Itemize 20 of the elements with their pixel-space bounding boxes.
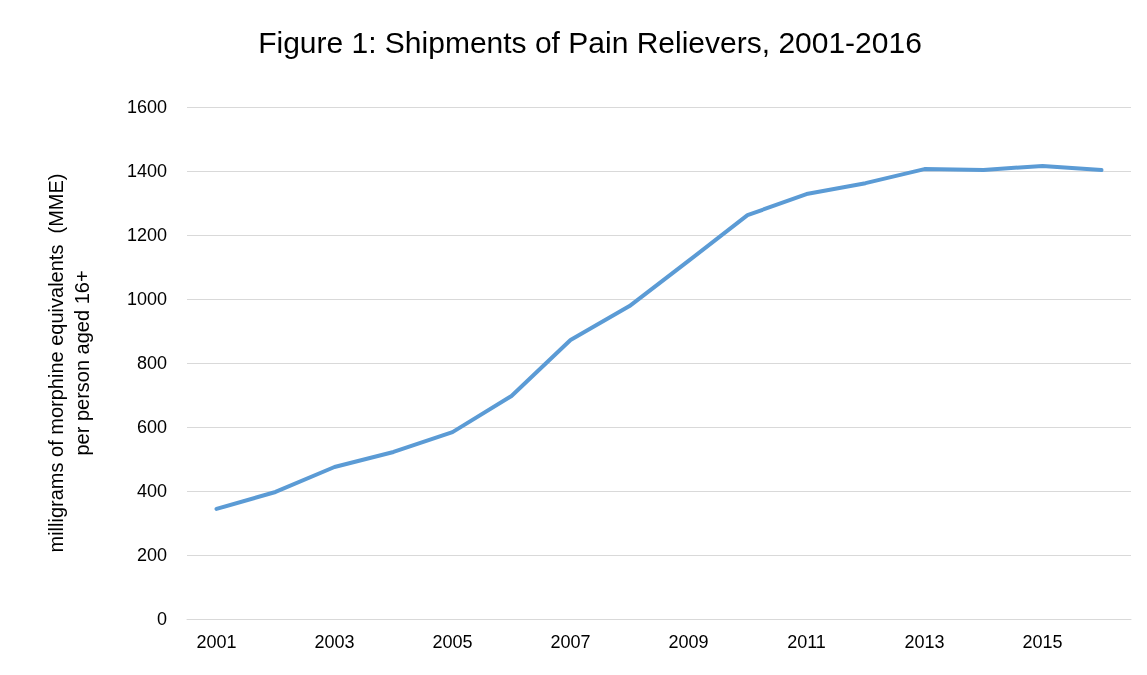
y-tick-label: 1600 xyxy=(126,97,167,117)
x-tick-label: 2007 xyxy=(550,632,591,652)
line-series xyxy=(214,163,1104,511)
chart-title: Figure 1: Shipments of Pain Relievers, 2001-2016 xyxy=(258,25,922,59)
y-tick-label: 1000 xyxy=(126,289,167,309)
x-tick-label: 2005 xyxy=(432,632,473,652)
y-tick-label: 800 xyxy=(136,353,167,373)
x-tick-label: 2001 xyxy=(196,632,237,652)
x-tick-label: 2015 xyxy=(1022,632,1063,652)
y-tick-label: 400 xyxy=(136,481,167,501)
x-tick-label: 2003 xyxy=(314,632,355,652)
y-tick-label: 600 xyxy=(136,417,167,437)
x-tick-label: 2009 xyxy=(668,632,709,652)
y-axis-title: milligrams of morphine equivalents (MME) per person aged 16+ xyxy=(45,173,93,553)
y-tick-label: 1200 xyxy=(126,225,167,245)
y-tick-label: 200 xyxy=(136,545,167,565)
x-tick-label: 2011 xyxy=(787,632,826,652)
y-tick-label: 1400 xyxy=(126,161,167,181)
x-tick-label: 2013 xyxy=(904,632,945,652)
y-tick-label: 0 xyxy=(156,609,167,629)
